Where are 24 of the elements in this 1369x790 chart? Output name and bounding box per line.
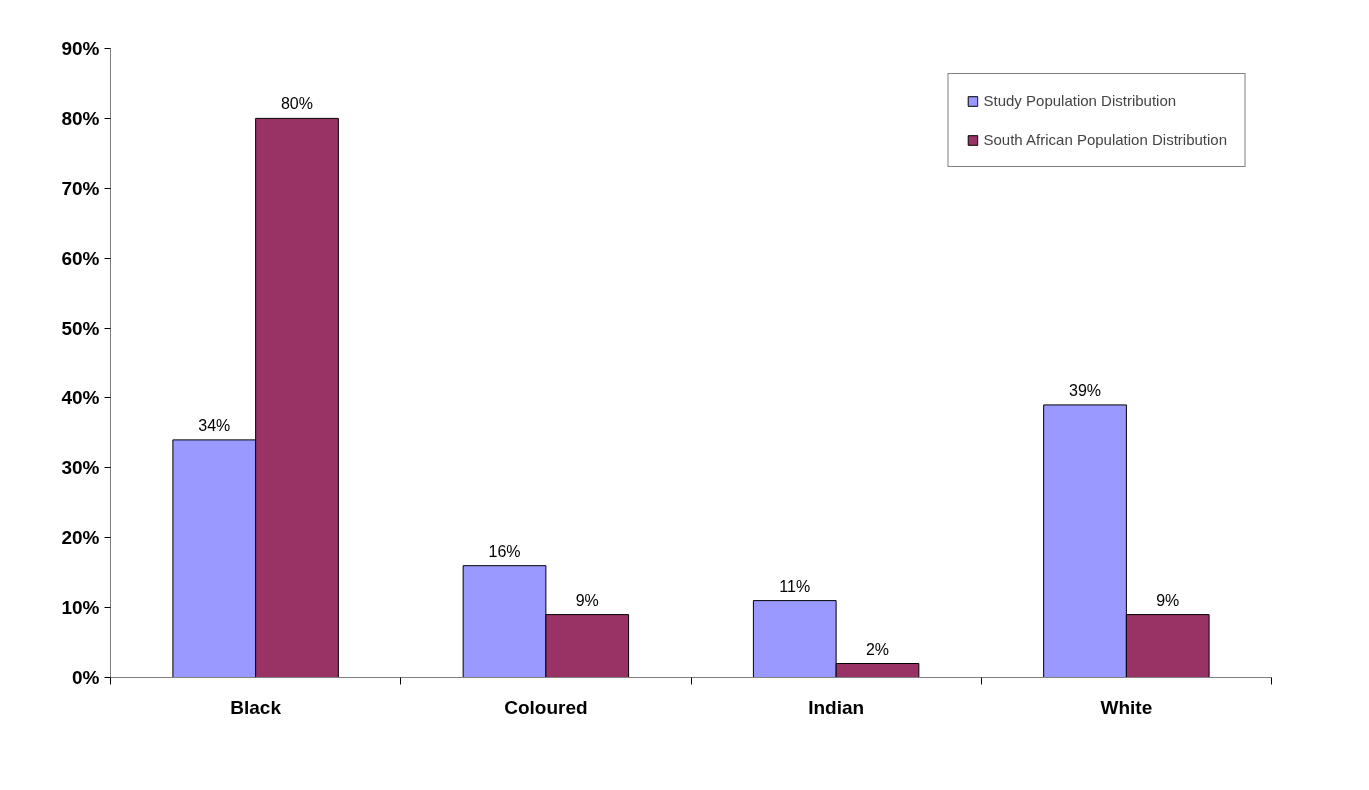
x-tick-label: Indian xyxy=(808,696,865,718)
x-tick-label: Coloured xyxy=(504,696,588,718)
y-tick-label: 40% xyxy=(61,387,100,409)
y-tick-label: 80% xyxy=(61,107,100,129)
data-label: 34% xyxy=(198,416,231,434)
data-label: 11% xyxy=(779,577,811,595)
data-label: 39% xyxy=(1069,381,1102,399)
y-tick-label: 60% xyxy=(61,247,100,269)
legend-label: South African Population Distribution xyxy=(983,131,1227,148)
y-tick-label: 10% xyxy=(61,597,100,619)
data-label: 80% xyxy=(280,95,314,113)
y-tick-label: 0% xyxy=(72,667,100,688)
x-tick-label: White xyxy=(1100,696,1153,718)
y-tick-label: 70% xyxy=(61,177,100,199)
data-label: 9% xyxy=(575,591,599,609)
y-tick-label: 90% xyxy=(61,38,100,59)
y-tick-label: 20% xyxy=(61,527,100,549)
legend-label: Study Population Distribution xyxy=(983,92,1177,109)
y-tick-label: 50% xyxy=(61,317,100,339)
data-label: 16% xyxy=(488,542,521,560)
x-tick-label: Black xyxy=(230,696,282,718)
data-label: 2% xyxy=(865,640,890,658)
data-label: 9% xyxy=(1156,591,1180,609)
y-tick-label: 30% xyxy=(61,457,100,479)
